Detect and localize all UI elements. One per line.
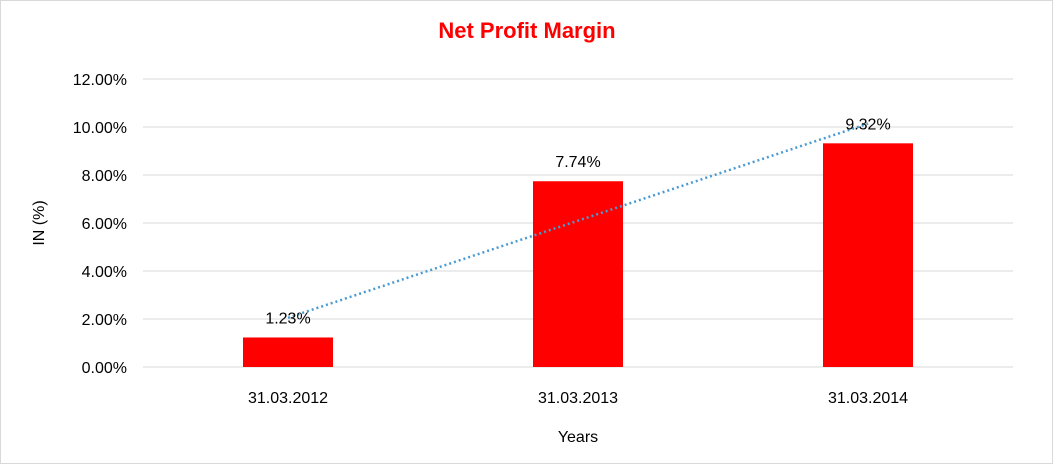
- bars: [243, 143, 913, 367]
- y-tick-label: 4.00%: [82, 264, 127, 281]
- chart-title: Net Profit Margin: [438, 18, 615, 43]
- bar: [533, 181, 623, 367]
- y-axis-title: IN (%): [31, 200, 48, 245]
- y-axis-ticks: 0.00% 2.00% 4.00% 6.00% 8.00% 10.00% 12.00%: [73, 72, 127, 377]
- y-tick-label: 12.00%: [73, 72, 127, 89]
- y-tick-label: 0.00%: [82, 360, 127, 377]
- data-label: 7.74%: [555, 154, 600, 171]
- trendline-layer: [287, 122, 869, 319]
- trendline: [287, 122, 869, 319]
- x-tick-label: 31.03.2012: [248, 390, 328, 407]
- x-axis-ticks: 31.03.2012 31.03.2013 31.03.2014: [248, 390, 908, 407]
- data-label: 1.23%: [265, 310, 310, 327]
- data-labels: 1.23% 7.74% 9.32%: [265, 116, 890, 327]
- x-axis-title: Years: [558, 429, 598, 446]
- y-tick-label: 8.00%: [82, 168, 127, 185]
- y-tick-label: 2.00%: [82, 312, 127, 329]
- y-tick-label: 10.00%: [73, 120, 127, 137]
- x-tick-label: 31.03.2013: [538, 390, 618, 407]
- data-label: 9.32%: [845, 116, 890, 133]
- y-tick-label: 6.00%: [82, 216, 127, 233]
- x-tick-label: 31.03.2014: [828, 390, 908, 407]
- bar: [243, 337, 333, 367]
- bar: [823, 143, 913, 367]
